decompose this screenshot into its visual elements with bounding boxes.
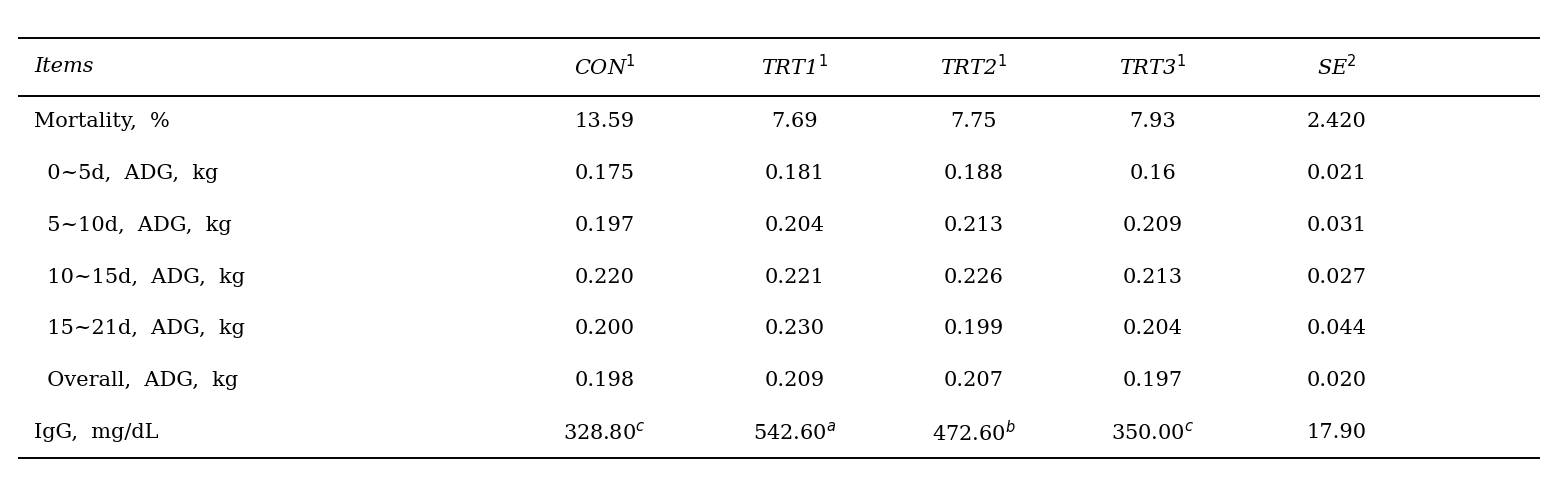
Text: 0.175: 0.175 <box>575 164 634 183</box>
Text: 0.044: 0.044 <box>1307 320 1366 338</box>
Text: IgG,  mg/dL: IgG, mg/dL <box>34 423 159 442</box>
Text: 0.221: 0.221 <box>765 268 824 287</box>
Text: 0.204: 0.204 <box>765 216 824 235</box>
Text: 0.197: 0.197 <box>575 216 634 235</box>
Text: Overall,  ADG,  kg: Overall, ADG, kg <box>34 371 238 390</box>
Text: 0.209: 0.209 <box>1123 216 1183 235</box>
Text: 7.69: 7.69 <box>771 112 818 132</box>
Text: 542.60$^{a}$: 542.60$^{a}$ <box>753 421 837 444</box>
Text: 2.420: 2.420 <box>1307 112 1366 132</box>
Text: 0.226: 0.226 <box>944 268 1003 287</box>
Text: 0~5d,  ADG,  kg: 0~5d, ADG, kg <box>34 164 218 183</box>
Text: 13.59: 13.59 <box>575 112 634 132</box>
Text: 10~15d,  ADG,  kg: 10~15d, ADG, kg <box>34 268 245 287</box>
Text: 0.197: 0.197 <box>1123 371 1183 390</box>
Text: 0.188: 0.188 <box>944 164 1003 183</box>
Text: 0.204: 0.204 <box>1123 320 1183 338</box>
Text: 0.020: 0.020 <box>1307 371 1366 390</box>
Text: 0.181: 0.181 <box>765 164 824 183</box>
Text: 328.80$^{c}$: 328.80$^{c}$ <box>564 421 645 444</box>
Text: 0.230: 0.230 <box>765 320 824 338</box>
Text: 0.213: 0.213 <box>944 216 1003 235</box>
Text: 0.199: 0.199 <box>944 320 1003 338</box>
Text: 0.213: 0.213 <box>1123 268 1183 287</box>
Text: 0.200: 0.200 <box>575 320 634 338</box>
Text: Items: Items <box>34 57 93 76</box>
Text: 0.021: 0.021 <box>1307 164 1366 183</box>
Text: 350.00$^{c}$: 350.00$^{c}$ <box>1111 421 1195 444</box>
Text: 472.60$^{b}$: 472.60$^{b}$ <box>932 420 1016 445</box>
Text: 0.207: 0.207 <box>944 371 1003 390</box>
Text: TRT1$^{1}$: TRT1$^{1}$ <box>762 54 827 79</box>
Text: 5~10d,  ADG,  kg: 5~10d, ADG, kg <box>34 216 232 235</box>
Text: 0.198: 0.198 <box>575 371 634 390</box>
Text: 15~21d,  ADG,  kg: 15~21d, ADG, kg <box>34 320 245 338</box>
Text: 0.209: 0.209 <box>765 371 824 390</box>
Text: 7.93: 7.93 <box>1130 112 1176 132</box>
Text: Mortality,  %: Mortality, % <box>34 112 170 132</box>
Text: 0.16: 0.16 <box>1130 164 1176 183</box>
Text: TRT2$^{1}$: TRT2$^{1}$ <box>941 54 1006 79</box>
Text: TRT3$^{1}$: TRT3$^{1}$ <box>1120 54 1186 79</box>
Text: CON$^{1}$: CON$^{1}$ <box>573 54 636 79</box>
Text: 7.75: 7.75 <box>950 112 997 132</box>
Text: 0.027: 0.027 <box>1307 268 1366 287</box>
Text: 17.90: 17.90 <box>1307 423 1366 442</box>
Text: 0.220: 0.220 <box>575 268 634 287</box>
Text: 0.031: 0.031 <box>1307 216 1366 235</box>
Text: SE$^{2}$: SE$^{2}$ <box>1317 54 1357 79</box>
